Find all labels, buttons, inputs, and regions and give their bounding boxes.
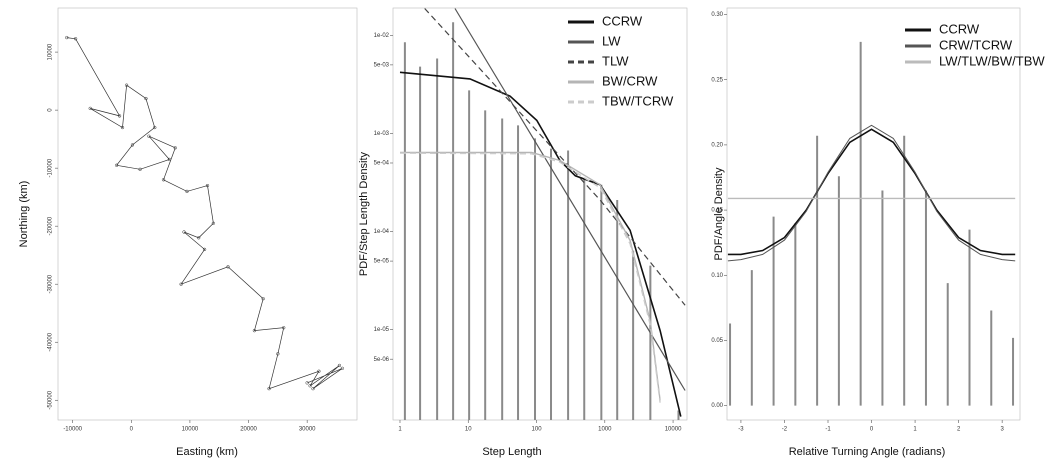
x-axis-title: Step Length	[482, 446, 541, 458]
y-tick-label: 0	[48, 108, 54, 112]
x-tick-label: -2	[782, 427, 788, 433]
x-axis-title: Easting (km)	[176, 446, 238, 458]
x-tick-label: 1	[398, 427, 402, 433]
track-point	[147, 134, 151, 138]
y-tick-label: 1e-02	[374, 33, 390, 39]
y-tick-label: -50000	[48, 390, 54, 409]
y-axis-title: Northing (km)	[18, 181, 30, 248]
x-tick-label: 20000	[240, 427, 257, 433]
legend-label: LW/TLW/BW/TBW	[939, 53, 1045, 68]
y-tick-label: 1e-04	[374, 229, 390, 235]
x-tick-label: 100	[532, 427, 543, 433]
legend-label: BW/CRW	[602, 73, 658, 88]
x-tick-label: 1	[913, 427, 917, 433]
y-tick-label: 0.00	[711, 403, 723, 409]
y-tick-label: 0.10	[711, 273, 723, 279]
track-point	[340, 366, 344, 371]
plot-frame	[392, 7, 688, 421]
x-axis-title: Relative Turning Angle (radians)	[789, 446, 946, 458]
x-tick-label: 10000	[182, 427, 199, 433]
y-tick-label: -10000	[48, 158, 54, 177]
x-tick-label: -3	[738, 427, 744, 433]
track-point	[144, 96, 148, 101]
track-point	[114, 163, 119, 167]
x-tick-label: -10000	[63, 427, 82, 433]
x-tick-label: -1	[825, 427, 831, 433]
x-tick-label: 1000	[598, 427, 612, 433]
track-point	[305, 381, 309, 385]
track-point	[261, 297, 265, 301]
track-point	[182, 230, 186, 234]
fit-curve	[727, 124, 1016, 262]
x-tick-label: 10	[465, 427, 472, 433]
plot-frame	[726, 7, 1021, 421]
legend-label: CRW/TCRW	[939, 37, 1013, 52]
y-tick-label: 0.30	[711, 12, 723, 18]
y-tick-label: -20000	[48, 216, 54, 235]
x-tick-label: 2	[957, 427, 961, 433]
track-point	[197, 236, 201, 240]
track-point	[211, 221, 216, 225]
track-point	[205, 183, 210, 188]
track-point	[65, 35, 69, 40]
track-point	[337, 363, 342, 368]
track-point	[252, 328, 257, 333]
track-point	[124, 83, 129, 87]
y-axis-title: PDF/Step Length Density	[358, 151, 370, 276]
track-point	[117, 114, 122, 118]
legend-label: CCRW	[602, 13, 643, 28]
x-tick-label: 0	[130, 427, 134, 433]
track-point	[130, 143, 135, 147]
y-tick-label: 0.15	[711, 208, 723, 214]
fit-curve	[400, 151, 661, 401]
track-point	[120, 125, 125, 130]
y-tick-label: 1e-05	[374, 327, 390, 333]
track-point	[153, 125, 157, 130]
y-tick-label: -40000	[48, 332, 54, 351]
fit-curve	[399, 152, 661, 403]
y-tick-label: 5e-04	[374, 161, 390, 167]
fit-curve	[399, 71, 682, 417]
track-point	[317, 369, 321, 373]
y-tick-label: 5e-06	[374, 357, 390, 363]
y-tick-label: 0.25	[711, 77, 723, 83]
track-point	[311, 387, 315, 391]
y-tick-label: 0.20	[711, 142, 723, 148]
track-point	[276, 352, 280, 356]
track-point	[308, 384, 312, 388]
plot-frame	[57, 7, 358, 421]
legend-label: LW	[602, 33, 621, 48]
legend-label: TLW	[602, 53, 629, 68]
legend-label: CCRW	[939, 21, 980, 36]
x-tick-label: 30000	[299, 427, 316, 433]
y-tick-label: 5e-03	[374, 62, 390, 68]
track-point	[167, 157, 172, 162]
y-tick-label: 1e-03	[374, 131, 390, 137]
legend-label: TBW/TCRW	[602, 93, 674, 108]
fit-curve	[424, 8, 686, 306]
y-tick-label: -30000	[48, 274, 54, 293]
track-point	[226, 265, 230, 269]
fit-curve	[727, 128, 1016, 256]
track-point	[73, 37, 78, 41]
x-tick-label: 0	[870, 427, 874, 433]
y-axis-title: PDF/Angle Density	[713, 167, 725, 260]
track-point	[161, 178, 166, 182]
track-point	[185, 189, 189, 194]
track-line	[66, 37, 343, 390]
track-point	[267, 387, 271, 391]
x-tick-label: 3	[1000, 427, 1004, 433]
track-point	[179, 282, 183, 286]
fit-curve	[454, 8, 686, 391]
x-tick-label: 10000	[665, 427, 682, 433]
y-tick-label: 0.05	[711, 338, 723, 344]
y-tick-label: 5e-05	[374, 259, 390, 265]
track-point	[138, 167, 142, 171]
y-tick-label: 10000	[48, 43, 54, 60]
track-point	[202, 247, 207, 252]
track-point	[173, 146, 177, 150]
track-point	[88, 106, 92, 111]
track-point	[282, 326, 286, 330]
